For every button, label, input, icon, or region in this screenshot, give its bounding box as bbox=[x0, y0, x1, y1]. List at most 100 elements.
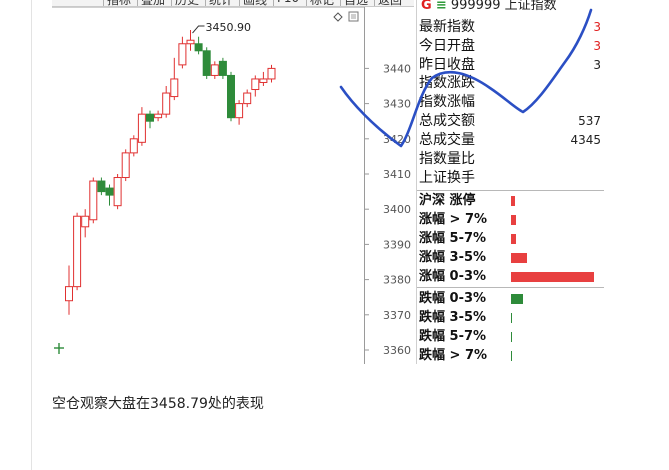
candle-body bbox=[267, 67, 276, 80]
distribution-label: 涨幅 0-3% bbox=[419, 269, 487, 284]
candle bbox=[170, 57, 179, 101]
quote-row: 总成交额 537 bbox=[417, 112, 604, 131]
distribution-label: 涨幅 3-5% bbox=[419, 250, 487, 265]
panel-divider bbox=[417, 190, 604, 191]
y-tick-label: 3410 bbox=[383, 168, 411, 181]
distribution-row: 跌幅 3-5% bbox=[417, 308, 604, 327]
candle-body bbox=[81, 215, 90, 228]
candle-body bbox=[259, 78, 268, 83]
distribution-bar bbox=[511, 234, 516, 244]
tab-separator bbox=[205, 0, 206, 6]
distribution-bar bbox=[511, 332, 512, 342]
index-code: 999999 bbox=[450, 0, 501, 13]
distribution-row: 涨幅 > 7% bbox=[417, 210, 604, 229]
quote-row: 指数涨幅 bbox=[417, 93, 604, 112]
tab-separator bbox=[103, 0, 104, 6]
distribution-label: 跌幅 3-5% bbox=[419, 310, 487, 325]
quote-value: 3 bbox=[593, 39, 601, 53]
candle bbox=[129, 135, 138, 157]
toolbar-tab[interactable]: 指标 bbox=[107, 0, 132, 7]
tab-separator bbox=[340, 0, 341, 6]
quote-label: 指数量比 bbox=[419, 151, 475, 167]
menu-icon[interactable]: ≡ bbox=[435, 0, 447, 13]
candle-body bbox=[89, 180, 98, 221]
diamond-icon[interactable] bbox=[333, 12, 343, 22]
candle-body bbox=[105, 187, 114, 196]
candle bbox=[65, 265, 73, 315]
candle bbox=[154, 110, 163, 122]
quote-row: 今日开盘 3 bbox=[417, 37, 604, 56]
toolbar-tab[interactable]: F10 bbox=[277, 0, 299, 5]
quote-panel: G ≡ 999999 上证指数 最新指数 3 今日开盘 3 昨日收盘 3 指数涨跌 指数涨幅总… bbox=[416, 0, 604, 364]
candle-body bbox=[194, 43, 203, 52]
candle bbox=[73, 212, 82, 291]
panel-divider bbox=[417, 287, 604, 288]
distribution-row: 跌幅 > 7% bbox=[417, 346, 604, 364]
candle bbox=[202, 47, 211, 79]
candle bbox=[235, 100, 244, 125]
candle-body bbox=[227, 74, 235, 119]
distribution-row: 跌幅 5-7% bbox=[417, 327, 604, 346]
quote-value: 537 bbox=[578, 114, 601, 128]
candle-body bbox=[210, 64, 219, 76]
quote-label: 指数涨跌 bbox=[419, 75, 475, 91]
market-flag: G bbox=[421, 0, 432, 13]
quote-label: 今日开盘 bbox=[419, 38, 475, 54]
toolbar-tab[interactable]: 自选 bbox=[344, 0, 369, 7]
candle-body bbox=[129, 138, 138, 154]
candle bbox=[243, 89, 252, 108]
index-name: 上证指数 bbox=[504, 0, 557, 13]
candle bbox=[81, 209, 90, 238]
toolbar-tab[interactable]: 标记 bbox=[310, 0, 335, 7]
toolbar-tab[interactable]: 统计 bbox=[209, 0, 234, 7]
quote-label: 总成交量 bbox=[419, 132, 475, 148]
y-tick-label: 3440 bbox=[383, 62, 411, 75]
distribution-label: 涨幅 5-7% bbox=[419, 231, 487, 246]
quote-value: 3 bbox=[593, 58, 601, 72]
distribution-label: 涨幅 > 7% bbox=[419, 212, 488, 227]
y-tick-label: 3380 bbox=[383, 274, 411, 287]
candle-body bbox=[146, 113, 154, 122]
peak-marker-line bbox=[192, 25, 205, 34]
quote-row: 昨日收盘 3 bbox=[417, 56, 604, 75]
distribution-bar bbox=[511, 294, 523, 304]
peak-price-label: 3450.90 bbox=[206, 21, 252, 34]
candle-body bbox=[162, 92, 171, 115]
toolbar-tab[interactable]: 叠加 bbox=[141, 0, 166, 7]
distribution-row: 涨幅 0-3% bbox=[417, 267, 604, 286]
tab-separator bbox=[306, 0, 307, 6]
candle-body bbox=[178, 43, 187, 66]
quote-value: 4345 bbox=[570, 133, 601, 147]
candle bbox=[89, 177, 98, 224]
candle-body bbox=[154, 113, 163, 119]
distribution-row: 跌幅 0-3% bbox=[417, 289, 604, 308]
toolbar-tab[interactable]: 画线 bbox=[243, 0, 268, 7]
distribution-bar bbox=[511, 215, 516, 225]
distribution-label: 跌幅 > 7% bbox=[419, 348, 488, 363]
candle bbox=[113, 174, 122, 210]
distribution-row: 涨幅 3-5% bbox=[417, 248, 604, 267]
candle bbox=[186, 30, 195, 51]
candle bbox=[162, 86, 171, 118]
y-tick-label: 3430 bbox=[383, 98, 411, 111]
candle bbox=[259, 71, 268, 86]
candle bbox=[97, 177, 106, 196]
quote-label: 上证换手 bbox=[419, 170, 475, 186]
candle bbox=[210, 61, 219, 79]
distribution-label: 跌幅 5-7% bbox=[419, 329, 487, 344]
distribution-bar bbox=[511, 351, 512, 361]
distribution-bar bbox=[511, 272, 594, 282]
candle bbox=[121, 149, 130, 182]
quote-label: 总成交额 bbox=[419, 113, 475, 129]
candle bbox=[218, 57, 227, 79]
toolbar-tab[interactable]: 历史 bbox=[175, 0, 200, 7]
candle-body bbox=[218, 60, 227, 76]
distribution-row: 沪深 涨停 bbox=[417, 191, 604, 210]
toolbar-tab[interactable]: 返回 bbox=[378, 0, 403, 7]
distribution-row: 涨幅 5-7% bbox=[417, 229, 604, 248]
y-tick-label: 3370 bbox=[383, 309, 411, 322]
quote-label: 最新指数 bbox=[419, 19, 475, 35]
candle-body bbox=[170, 78, 179, 98]
candle-body bbox=[65, 286, 73, 302]
caption-text: 空仓观察大盘在3458.79处的表现 bbox=[52, 396, 264, 412]
